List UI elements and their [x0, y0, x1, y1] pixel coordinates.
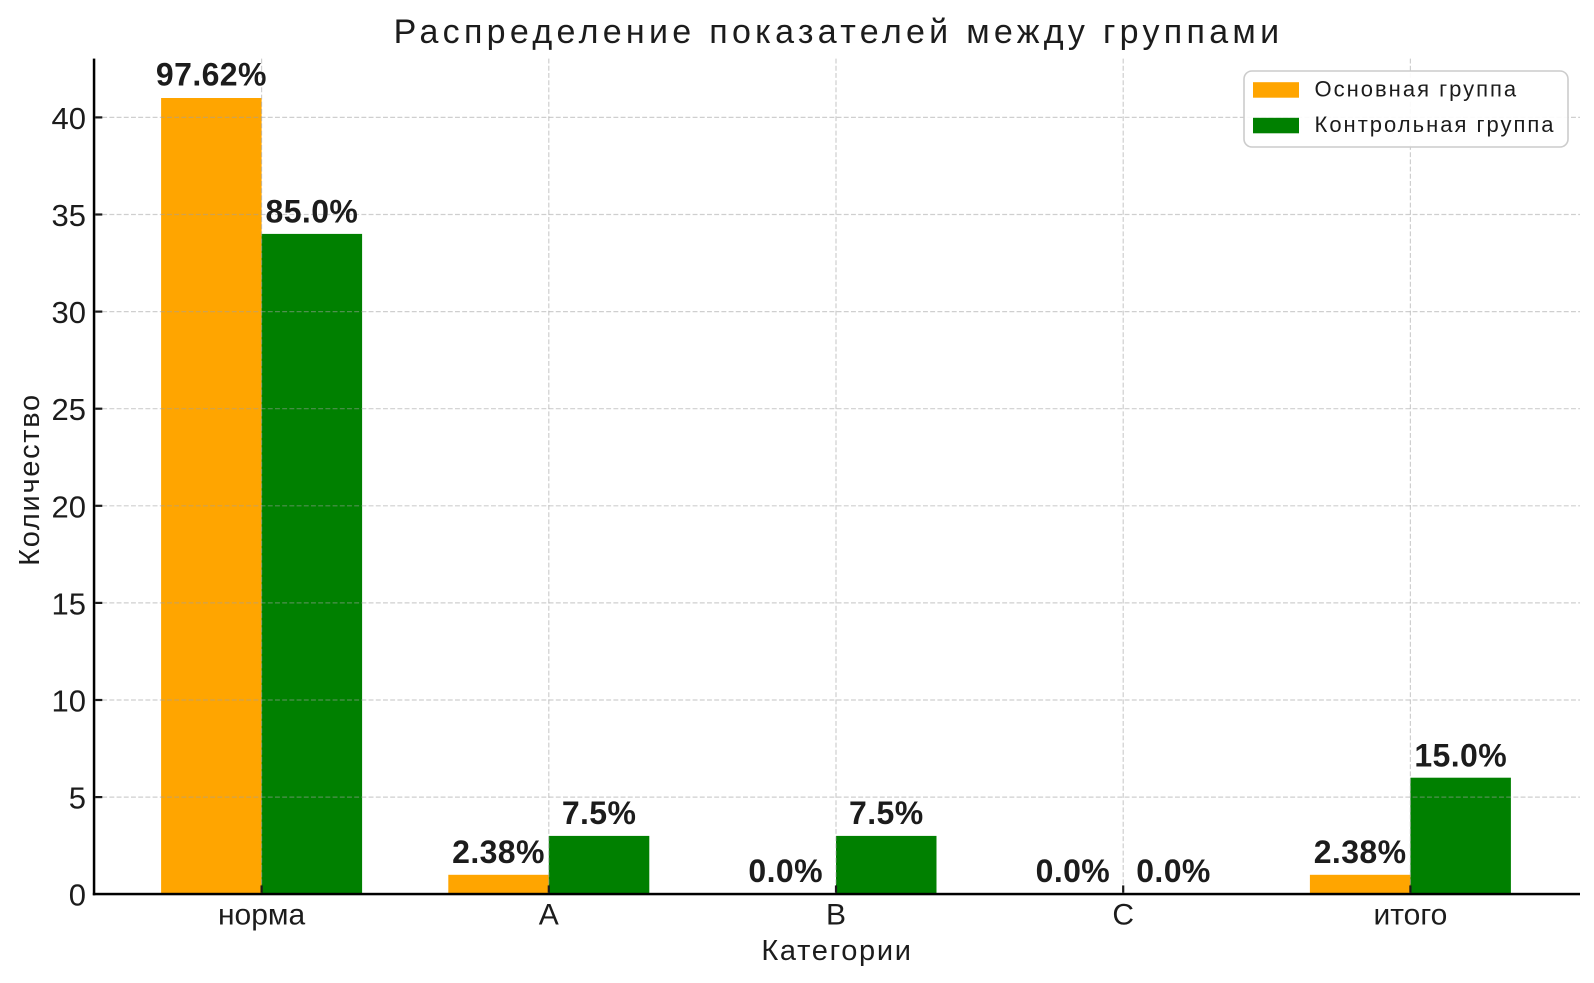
svg-text:25: 25: [52, 392, 86, 427]
svg-text:0: 0: [69, 878, 86, 913]
svg-text:Контрольная группа: Контрольная группа: [1315, 112, 1556, 137]
svg-text:0.0%: 0.0%: [748, 853, 823, 889]
svg-text:0.0%: 0.0%: [1136, 853, 1211, 889]
svg-text:7.5%: 7.5%: [562, 795, 637, 831]
svg-text:Распределение показателей межд: Распределение показателей между группами: [394, 13, 1284, 51]
svg-text:2.38%: 2.38%: [1314, 834, 1407, 870]
svg-text:20: 20: [52, 489, 86, 524]
svg-text:Категории: Категории: [761, 935, 912, 967]
svg-text:C: C: [1112, 899, 1134, 932]
svg-text:итого: итого: [1373, 899, 1447, 932]
svg-text:15.0%: 15.0%: [1414, 738, 1507, 774]
svg-text:30: 30: [52, 295, 86, 330]
svg-text:40: 40: [52, 101, 86, 136]
svg-text:85.0%: 85.0%: [266, 193, 359, 229]
svg-text:35: 35: [52, 198, 86, 233]
svg-text:15: 15: [52, 586, 86, 621]
svg-text:A: A: [539, 899, 559, 932]
svg-text:0.0%: 0.0%: [1036, 853, 1111, 889]
svg-text:2.38%: 2.38%: [452, 834, 545, 870]
svg-text:норма: норма: [218, 899, 306, 932]
svg-text:Основная группа: Основная группа: [1315, 77, 1519, 102]
svg-text:10: 10: [52, 684, 86, 719]
svg-text:Количество: Количество: [14, 393, 46, 566]
svg-text:B: B: [826, 899, 846, 932]
svg-text:7.5%: 7.5%: [849, 795, 924, 831]
svg-text:5: 5: [69, 781, 86, 816]
svg-text:97.62%: 97.62%: [156, 57, 267, 93]
